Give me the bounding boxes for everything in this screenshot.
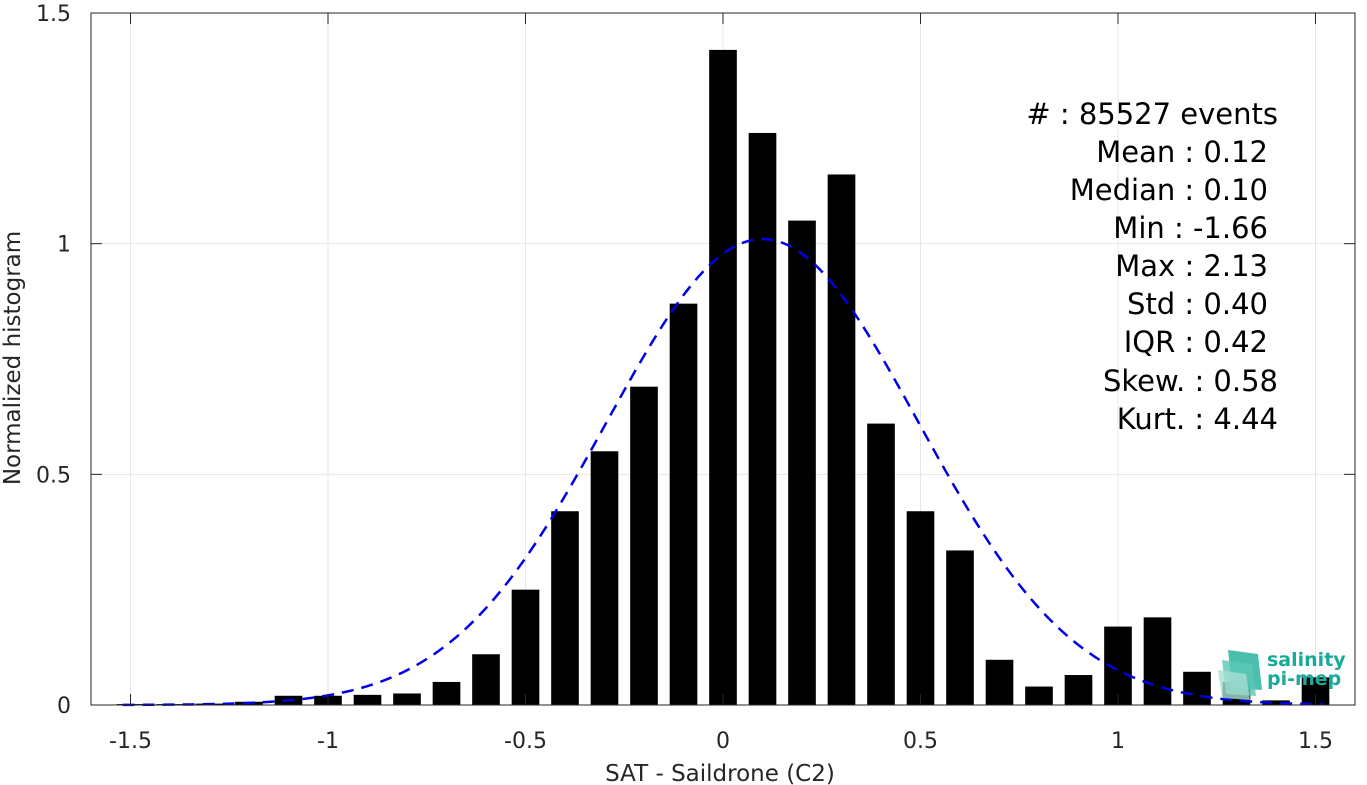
histogram-bar (1262, 700, 1290, 705)
y-tick-label: 1 (57, 233, 71, 258)
histogram-bar (946, 550, 974, 705)
y-tick-label: 1.5 (36, 2, 71, 27)
stat-median: Median : 0.10 (1070, 173, 1268, 207)
histogram-bar (393, 693, 421, 705)
x-tick-label: -1 (317, 729, 339, 754)
x-tick-label: 1.5 (1298, 729, 1333, 754)
histogram-bar (827, 174, 856, 705)
stat-max: Max : 2.13 (1115, 249, 1268, 283)
x-tick-label: 1 (1111, 729, 1125, 754)
histogram-bar (590, 451, 619, 705)
histogram-bar (472, 654, 500, 705)
histogram-bar (432, 681, 461, 705)
y-axis-ticks: 0 0.5 1 1.5 (36, 2, 1355, 719)
statistics-annotation: # : 85527 events Mean : 0.12 Median : 0.… (1026, 97, 1278, 436)
histogram-bar (630, 386, 658, 705)
stat-kurt: Kurt. : 4.44 (1117, 402, 1278, 436)
histogram-bar (669, 303, 698, 705)
histogram-bar (906, 511, 935, 705)
x-tick-label: 0.5 (903, 729, 938, 754)
histogram-bar (748, 132, 777, 706)
histogram-bar (985, 659, 1014, 705)
stat-iqr: IQR : 0.42 (1124, 325, 1268, 359)
stat-std: Std : 0.40 (1127, 287, 1268, 321)
logo-text-pi-mep: pi-mep (1267, 668, 1341, 690)
histogram-bar (788, 220, 816, 705)
histogram-bar (1064, 675, 1093, 705)
histogram-bar (1143, 617, 1172, 705)
histogram-bar (867, 423, 895, 705)
histogram-bar (1025, 686, 1053, 705)
histogram-bar (511, 589, 540, 705)
histogram-bar (353, 694, 382, 705)
histogram-bar (551, 511, 579, 705)
x-axis-ticks: -1.5 -1 -0.5 0 0.5 1 1.5 (109, 13, 1333, 754)
histogram-bar (1183, 671, 1211, 705)
stat-min: Min : -1.66 (1113, 211, 1268, 245)
salinity-pi-mep-logo: salinity pi-mep (1218, 649, 1346, 700)
logo-text-salinity: salinity (1267, 649, 1346, 671)
stat-events: # : 85527 events (1026, 97, 1278, 131)
x-tick-label: 0 (716, 729, 730, 754)
x-axis-title: SAT - Saildrone (C2) (605, 761, 835, 785)
stat-mean: Mean : 0.12 (1096, 135, 1268, 169)
stat-skew: Skew. : 0.58 (1103, 364, 1278, 398)
logo-wave-icon (1218, 650, 1262, 700)
histogram-bar (709, 49, 737, 705)
x-tick-label: -1.5 (109, 729, 152, 754)
x-tick-label: -0.5 (504, 729, 547, 754)
normal-fit-curve (122, 237, 1324, 707)
y-tick-label: 0 (57, 694, 71, 719)
y-axis-title: Normalized histogram (0, 231, 26, 485)
y-tick-label: 0.5 (36, 463, 71, 488)
